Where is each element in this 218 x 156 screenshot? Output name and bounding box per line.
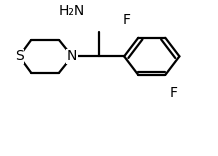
Text: N: N <box>67 49 77 63</box>
Text: H₂N: H₂N <box>59 4 85 18</box>
Text: S: S <box>15 49 24 63</box>
Text: F: F <box>170 86 178 100</box>
Text: F: F <box>122 12 130 27</box>
